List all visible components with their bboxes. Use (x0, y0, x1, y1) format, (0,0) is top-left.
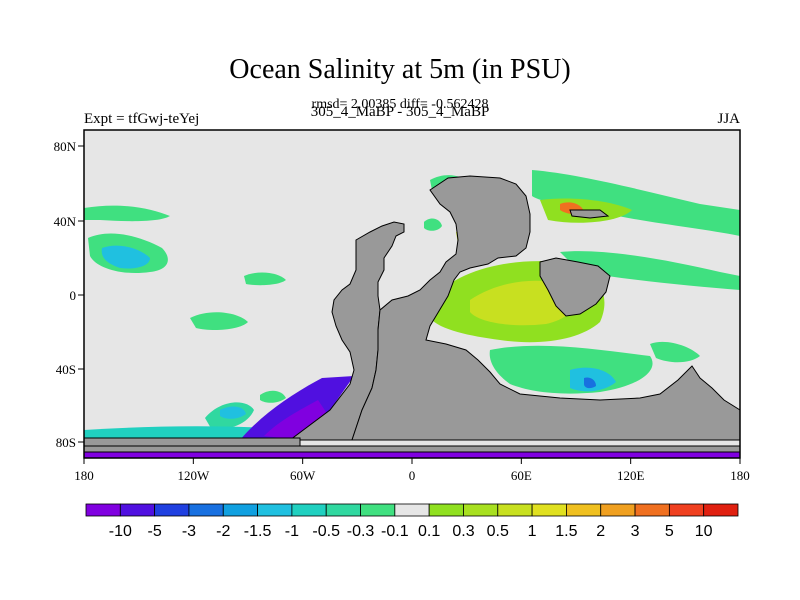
colorbar-swatch (634, 503, 670, 517)
colorbar-swatch (428, 503, 464, 517)
x-tick-label: 60E (511, 468, 532, 483)
colorbar-swatch (85, 503, 121, 517)
x-tick-label: 180 (730, 468, 750, 483)
southern-freshening-anomaly (240, 376, 354, 440)
colorbar-swatch (291, 503, 327, 517)
y-tick-label: 80N (54, 139, 77, 154)
colorbar-swatch (154, 503, 190, 517)
colorbar-label: 1 (528, 523, 537, 540)
x-axis: 180 120W 60W 0 60E 120E 180 (74, 458, 750, 483)
mediterranean-anomaly (424, 218, 442, 231)
antarctic-continent (83, 445, 741, 453)
colorbar-swatch (463, 503, 499, 517)
southern-pacific-anomaly-small (260, 390, 286, 403)
colorbar-label: 0.1 (418, 523, 440, 540)
pacific-anomaly-north-core (101, 245, 150, 269)
colorbar-label: -0.3 (347, 523, 375, 540)
colorbar-label: -2 (216, 523, 230, 540)
south-indian-anomaly-core (570, 367, 616, 392)
colorbar-label: 10 (695, 523, 713, 540)
colorbar-label: -1 (285, 523, 299, 540)
colorbar-label: 3 (631, 523, 640, 540)
y-tick-label: 40S (56, 362, 76, 377)
colorbar-label: -0.1 (381, 523, 409, 540)
pacific-anomaly-equator (190, 312, 248, 330)
colorbar-swatch (600, 503, 636, 517)
colorbar-swatch (325, 503, 361, 517)
northern-band-anomaly (560, 251, 740, 290)
colorbar-swatch (257, 503, 293, 517)
arctic-anomaly (532, 170, 740, 236)
colorbar-swatch (119, 503, 156, 517)
colorbar-swatch (531, 503, 567, 517)
southern-pacific-anomaly-core (220, 406, 246, 419)
experiment-label: Expt = tfGwj-teYej (84, 111, 200, 127)
y-tick-label: 40N (54, 214, 77, 229)
y-tick-label: 0 (70, 288, 77, 303)
south-indian-anomaly-east (650, 341, 700, 363)
colorbar-label: -1.5 (244, 523, 272, 540)
colorbar-swatch (668, 503, 705, 517)
antarctic-edge-west (83, 437, 301, 447)
y-axis: 80N 40N 0 40S 80S (54, 139, 84, 450)
y-tick-label: 80S (56, 435, 76, 450)
colorbar-label: -5 (148, 523, 162, 540)
arctic-island (569, 209, 610, 219)
pacific-anomaly-small (244, 272, 286, 286)
eastern-continent (330, 175, 741, 441)
colorbar-label: 5 (665, 523, 674, 540)
colorbar-swatch (497, 503, 533, 517)
colorbar-label: 1.5 (555, 523, 577, 540)
colorbar-label: -3 (182, 523, 196, 540)
colorbar: -10 -5 -3 -2 -1.5 -1 -0.5 -0.3 -0.1 0.1 0.3 0.5 1 1.5… (85, 503, 739, 540)
map-subtitle: rmsd= 2.00385 diff= -0.562428 (311, 97, 489, 112)
colorbar-swatch (222, 503, 258, 517)
x-tick-label: 120E (617, 468, 645, 483)
colorbar-swatch (703, 503, 739, 517)
x-tick-label: 180 (74, 468, 94, 483)
colorbar-label: 2 (596, 523, 605, 540)
colorbar-label: -10 (109, 523, 132, 540)
colorbar-label: -0.5 (312, 523, 340, 540)
colorbar-label: 0.5 (487, 523, 509, 540)
pacific-anomaly-band (84, 205, 170, 222)
colorbar-swatch (566, 503, 602, 517)
x-tick-label: 60W (290, 468, 316, 483)
comparison-label: 305_4_MaBP - 305_4_MaBP (310, 104, 490, 120)
southern-freshening-anomaly-core (264, 400, 326, 440)
colorbar-swatch (394, 503, 430, 517)
x-tick-label: 120W (177, 468, 210, 483)
colorbar-label: 0.3 (452, 523, 474, 540)
south-indian-anomaly-peak (584, 377, 596, 389)
eastern-island (539, 257, 611, 317)
land-masses (83, 175, 741, 453)
colorbar-swatch (188, 503, 224, 517)
map-title: Ocean Salinity at 5m (in PSU) (229, 54, 571, 85)
colorbar-swatch (360, 503, 396, 517)
season-label: JJA (717, 111, 740, 127)
x-tick-label: 0 (409, 468, 416, 483)
